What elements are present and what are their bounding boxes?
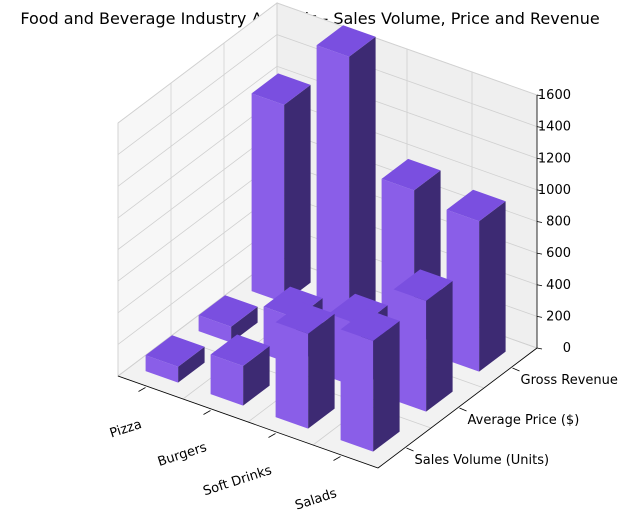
- grid-line: [117, 34, 538, 155]
- y-tick-label: Average Price ($): [468, 413, 580, 428]
- bar-front-face: [446, 209, 480, 372]
- z-tick-mark: [536, 221, 543, 223]
- bar: [393, 269, 453, 412]
- z-tick-label: 200: [546, 309, 571, 324]
- bar: [198, 295, 258, 343]
- bar-front-face: [340, 329, 374, 452]
- bar: [210, 334, 270, 406]
- z-tick-label: 1400: [538, 120, 571, 135]
- bar-top-face: [393, 269, 453, 301]
- bar-top-face: [446, 189, 506, 222]
- bar-front-face: [316, 45, 350, 326]
- bar-top-face: [328, 293, 388, 326]
- bar: [340, 309, 400, 452]
- bar: [316, 25, 376, 326]
- bar-top-face: [263, 286, 323, 319]
- x-tick-label: Pizza: [108, 417, 144, 441]
- bar-side-face: [373, 320, 400, 452]
- bar-side-face: [231, 306, 258, 343]
- bar-side-face: [349, 36, 376, 326]
- x-tick-mark: [333, 456, 341, 461]
- x-axis-line: [117, 375, 379, 469]
- bar-side-face: [178, 346, 205, 383]
- bar-top-face: [210, 334, 270, 366]
- bar-side-face: [308, 313, 335, 429]
- bar: [145, 335, 205, 383]
- z-tick-mark: [536, 315, 543, 318]
- y-tick-mark: [459, 407, 467, 412]
- z-tick-label: 1600: [538, 88, 571, 103]
- bar-side-face: [284, 84, 311, 303]
- bar-front-face: [198, 315, 232, 343]
- z-tick-label: 0: [563, 341, 571, 356]
- bar-top-face: [316, 25, 376, 57]
- bar-front-face: [393, 289, 427, 412]
- y-tick-label: Gross Revenue ($): [521, 373, 621, 388]
- bar: [446, 189, 506, 372]
- y-tick-mark: [512, 367, 520, 372]
- z-tick-mark: [536, 94, 543, 97]
- z-tick-mark: [536, 347, 543, 350]
- bars: [145, 25, 506, 452]
- z-tick-mark: [536, 189, 543, 192]
- bar-top-face: [340, 309, 400, 341]
- bar-top-face: [381, 158, 441, 191]
- bar-side-face: [426, 280, 453, 412]
- x-tick-mark: [268, 433, 276, 438]
- bar-front-face: [275, 322, 309, 429]
- bar-top-face: [251, 73, 311, 105]
- z-tick-label: 1200: [538, 151, 571, 166]
- z-tick-label: 400: [546, 278, 571, 293]
- bar-front-face: [210, 354, 244, 406]
- grid-line: [117, 2, 538, 124]
- bar-top-face: [275, 302, 335, 334]
- bar: [275, 302, 335, 429]
- z-tick-label: 600: [546, 246, 571, 261]
- z-tick-label: 1000: [538, 183, 571, 198]
- y-tick-mark: [406, 447, 414, 452]
- z-tick-mark: [536, 126, 543, 129]
- x-tick-mark: [203, 410, 211, 415]
- x-tick-mark: [138, 387, 146, 392]
- bar-front-face: [145, 355, 179, 383]
- y-axis-line: [377, 347, 538, 469]
- grid-line: [117, 65, 538, 187]
- bar-front-face: [251, 93, 285, 303]
- z-tick-mark: [536, 252, 543, 255]
- bar-top-face: [198, 295, 258, 327]
- bar: [251, 73, 311, 303]
- bar-side-face: [479, 201, 506, 372]
- z-tick-label: 800: [546, 215, 571, 230]
- y-tick-label: Sales Volume (Units): [415, 453, 550, 468]
- z-tick-mark: [536, 157, 543, 160]
- z-tick-mark: [536, 284, 543, 287]
- bar-side-face: [243, 346, 270, 406]
- x-tick-label: Soft Drinks: [201, 463, 274, 499]
- x-tick-label: Salads: [293, 486, 339, 510]
- bar-top-face: [145, 335, 205, 367]
- x-tick-label: Burgers: [156, 440, 209, 470]
